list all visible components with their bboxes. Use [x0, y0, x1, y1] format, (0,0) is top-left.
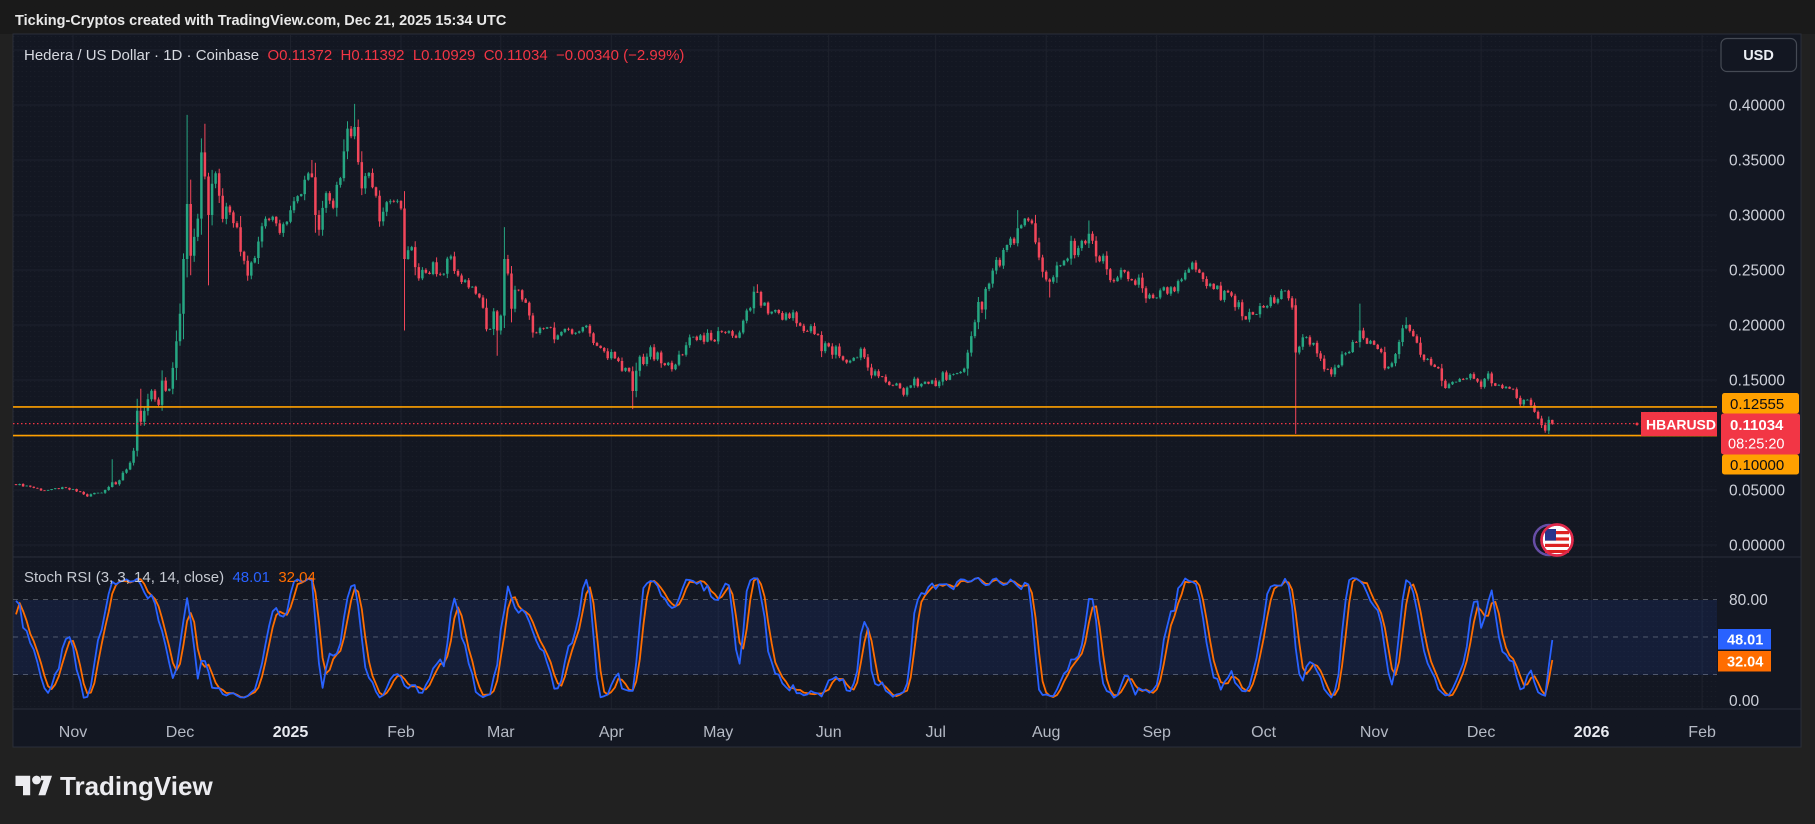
- svg-text:Apr: Apr: [599, 724, 625, 741]
- svg-text:08:25:20: 08:25:20: [1728, 437, 1784, 453]
- svg-text:0.40000: 0.40000: [1729, 98, 1785, 115]
- svg-text:Hedera / US Dollar · 1D · Coin: Hedera / US Dollar · 1D · Coinbase O0.11…: [24, 47, 684, 64]
- svg-text:Jun: Jun: [816, 724, 842, 741]
- svg-text:Sep: Sep: [1142, 724, 1171, 741]
- svg-text:HBARUSD: HBARUSD: [1646, 417, 1716, 433]
- svg-text:Dec: Dec: [1467, 724, 1495, 741]
- svg-text:Feb: Feb: [387, 724, 415, 741]
- svg-text:0.35000: 0.35000: [1729, 153, 1785, 170]
- svg-text:Ticking-Cryptos created with T: Ticking-Cryptos created with TradingView…: [15, 13, 507, 29]
- svg-text:TradingView: TradingView: [60, 771, 213, 801]
- svg-text:0.05000: 0.05000: [1729, 483, 1785, 500]
- svg-text:Nov: Nov: [1360, 724, 1388, 741]
- svg-text:Oct: Oct: [1251, 724, 1276, 741]
- svg-text:32.04: 32.04: [1727, 655, 1763, 671]
- svg-text:0.25000: 0.25000: [1729, 263, 1785, 280]
- svg-text:0.10000: 0.10000: [1730, 457, 1784, 474]
- svg-text:0.15000: 0.15000: [1729, 373, 1785, 390]
- svg-text:0.20000: 0.20000: [1729, 318, 1785, 335]
- svg-text:0.11034: 0.11034: [1730, 417, 1784, 434]
- svg-text:0.00000: 0.00000: [1729, 538, 1785, 555]
- svg-text:Aug: Aug: [1032, 724, 1060, 741]
- svg-text:Mar: Mar: [487, 724, 515, 741]
- svg-text:48.01: 48.01: [1727, 633, 1763, 649]
- svg-text:USD: USD: [1743, 48, 1774, 64]
- svg-text:Jul: Jul: [925, 724, 945, 741]
- svg-text:0.00: 0.00: [1729, 693, 1760, 710]
- svg-text:May: May: [703, 724, 733, 741]
- svg-text:2026: 2026: [1574, 724, 1610, 741]
- svg-text:Dec: Dec: [166, 724, 194, 741]
- svg-text:0.30000: 0.30000: [1729, 208, 1785, 225]
- svg-text:0.12555: 0.12555: [1730, 396, 1784, 413]
- svg-text:2025: 2025: [273, 724, 309, 741]
- svg-text:Stoch RSI (3, 3, 14, 14, close: Stoch RSI (3, 3, 14, 14, close) 48.01 32…: [24, 569, 316, 586]
- svg-text:80.00: 80.00: [1729, 592, 1768, 609]
- svg-text:Feb: Feb: [1688, 724, 1716, 741]
- svg-text:Nov: Nov: [59, 724, 87, 741]
